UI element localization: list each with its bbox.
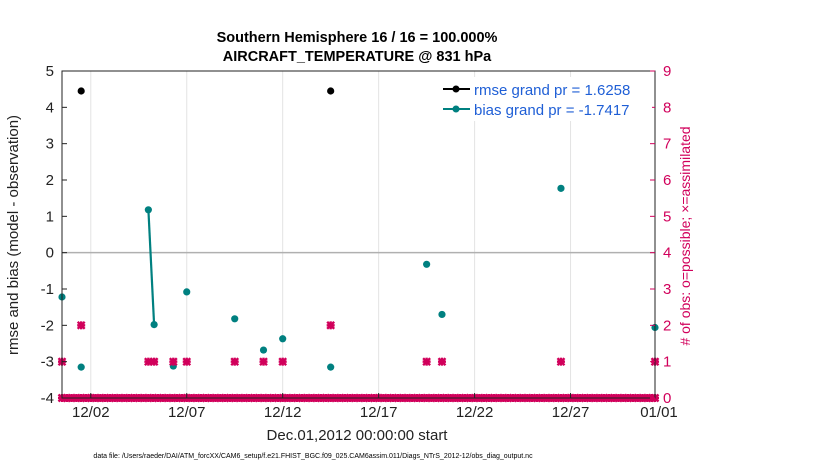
y-right-tick-label: 3 <box>663 281 671 298</box>
chart-title-line2: AIRCRAFT_TEMPERATURE @ 831 hPa <box>223 49 492 65</box>
series-point <box>327 87 335 95</box>
series-point <box>423 260 431 268</box>
x-tick-label: 01/01 <box>640 404 678 421</box>
series-line-segment <box>147 209 156 325</box>
y-tick-label: -4 <box>41 390 54 407</box>
obs-assimilated-marker <box>437 357 447 367</box>
obs-assimilated-marker <box>76 320 86 330</box>
obs-assimilated-marker <box>422 357 431 367</box>
y-right-tick-label: 0 <box>663 390 671 407</box>
series-point <box>144 206 152 214</box>
y-tick-label: 1 <box>46 208 54 225</box>
plot-frame <box>61 70 656 399</box>
y-tick-label: 5 <box>46 63 54 80</box>
x-tick-label: 12/02 <box>72 404 110 421</box>
x-tick-label: 12/12 <box>264 404 302 421</box>
x-tick-label: 12/27 <box>552 404 590 421</box>
y-tick-label: 0 <box>46 245 54 262</box>
legend-bias-label: bias grand pr = -1.7417 <box>474 102 630 119</box>
y-axis-right-label: # of obs: o=possible; ×=assimilated <box>677 126 693 345</box>
legend-bias-marker <box>452 105 460 113</box>
y-right-tick-label: 7 <box>663 136 671 153</box>
y-axis-label: rmse and bias (model - observation) <box>5 115 22 355</box>
legend: rmse grand pr = 1.6258 bias grand pr = -… <box>438 77 652 121</box>
x-tick-label: 12/07 <box>168 404 206 421</box>
legend-rmse-marker <box>452 85 460 93</box>
series-point <box>557 184 565 192</box>
obs-assimilated-marker <box>326 320 336 330</box>
y-tick-label: -2 <box>41 317 54 334</box>
series-point <box>77 87 85 95</box>
y-tick-label: -3 <box>41 354 54 371</box>
legend-box <box>438 77 652 121</box>
x-tick-label: 12/22 <box>456 404 494 421</box>
y-right-tick-label: 4 <box>663 245 671 262</box>
series-point <box>279 335 287 343</box>
y-tick-label: 2 <box>46 172 54 189</box>
obs-assimilated-marker <box>278 357 288 367</box>
series-point <box>183 288 191 296</box>
obs-assimilated-marker <box>556 357 566 367</box>
y-right-tick-label: 9 <box>663 63 671 80</box>
y-right-tick-label: 5 <box>663 208 671 225</box>
footnote: data file: /Users/raeder/DAI/ATM_forcXX/… <box>93 453 533 460</box>
x-axis-label: Dec.01,2012 00:00:00 start <box>267 427 449 444</box>
legend-rmse-label: rmse grand pr = 1.6258 <box>474 82 630 99</box>
obs-assimilated-marker <box>182 357 192 367</box>
series-point <box>150 321 158 329</box>
obs-assimilated-marker <box>230 357 240 367</box>
x-tick-label: 12/17 <box>360 404 398 421</box>
series-point <box>77 363 85 371</box>
obs-assimilated-marker <box>259 357 268 367</box>
y-right-tick-label: 8 <box>663 99 671 116</box>
y-tick-label: 3 <box>46 136 54 153</box>
y-right-tick-label: 6 <box>663 172 671 189</box>
chart-title-line1: Southern Hemisphere 16 / 16 = 100.000% <box>217 30 498 46</box>
y-right-tick-label: 1 <box>663 354 671 371</box>
series-0 <box>77 87 335 95</box>
y-tick-label: -1 <box>41 281 54 298</box>
obs-assimilated-marker <box>168 357 178 367</box>
grid-layer <box>90 71 572 398</box>
series-point <box>327 363 335 371</box>
y-tick-label: 4 <box>46 99 54 116</box>
tick-layer: 12/02 12/07 12/12 12/17 12/22 12/27 01/01 5 4 3 2 1… <box>41 63 678 421</box>
y-right-tick-label: 2 <box>663 317 671 334</box>
series-point <box>231 315 239 323</box>
obs-assimilated-marker <box>149 357 159 367</box>
series-point <box>259 346 268 354</box>
series-point <box>438 310 446 319</box>
